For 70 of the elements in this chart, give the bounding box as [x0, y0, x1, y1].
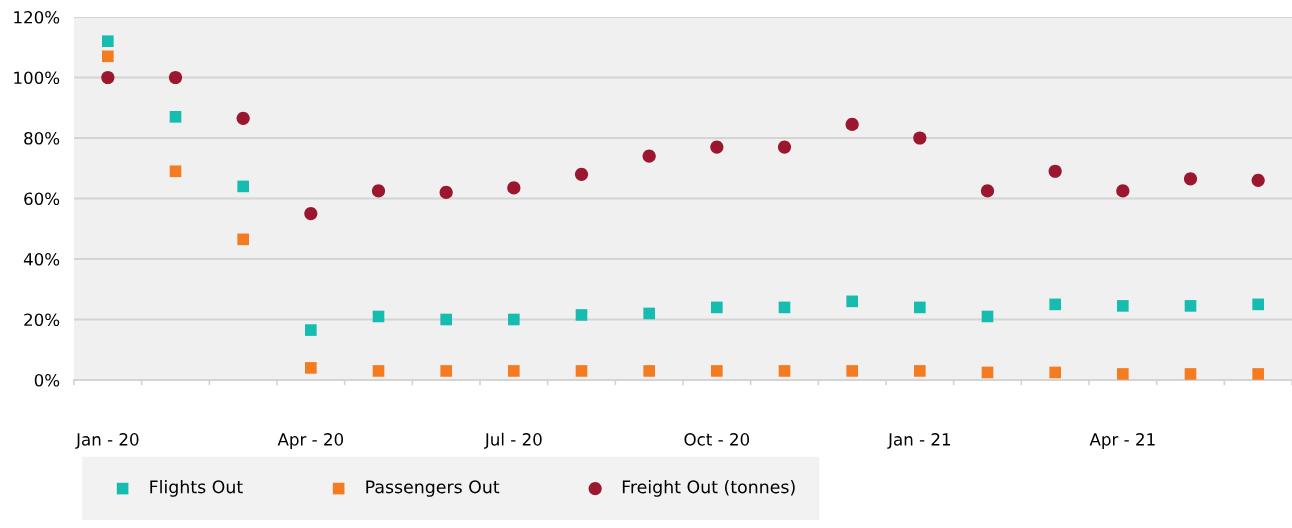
point [778, 301, 791, 314]
point [1049, 366, 1061, 379]
point [1252, 368, 1264, 380]
point [711, 365, 723, 377]
y-tick-label: 120% [14, 10, 60, 24]
point [643, 365, 655, 377]
point [777, 140, 792, 154]
point [846, 365, 858, 377]
point [914, 365, 926, 377]
point [980, 184, 995, 198]
point [574, 167, 589, 181]
point [845, 117, 859, 131]
point [237, 233, 249, 246]
point [778, 365, 791, 377]
point [440, 313, 452, 326]
point [304, 207, 318, 221]
y-tick-label: 100% [14, 71, 60, 85]
point [508, 365, 520, 377]
point [981, 310, 994, 323]
point [305, 362, 317, 374]
point [236, 111, 250, 125]
legend-label: Flights Out [150, 479, 243, 497]
point [1048, 164, 1062, 178]
point [710, 140, 724, 154]
x-tick-label: Oct - 20 [684, 433, 750, 446]
point [508, 313, 520, 326]
point [1117, 368, 1129, 380]
point [1117, 300, 1129, 312]
point [371, 184, 386, 198]
point [169, 165, 182, 178]
point [914, 301, 926, 314]
point [102, 35, 114, 48]
point [1049, 298, 1061, 311]
point [1183, 172, 1198, 186]
x-tick-label: Jan - 20 [75, 433, 139, 449]
point [575, 309, 588, 321]
x-tick-label: Apr - 21 [1089, 433, 1155, 449]
point [372, 310, 385, 323]
point [913, 131, 927, 145]
point [439, 185, 453, 200]
point [1116, 184, 1130, 198]
point [575, 365, 588, 377]
point [846, 295, 858, 308]
point [981, 366, 994, 379]
y-tick-label: 60% [24, 192, 60, 206]
legend-label: Passengers Out [366, 480, 500, 497]
legend-label: Freight Out (tonnes) [622, 479, 795, 497]
point [372, 365, 385, 377]
point [507, 181, 521, 195]
point [237, 180, 249, 193]
y-tick-label: 40% [23, 252, 60, 266]
point [305, 324, 317, 336]
x-tick-label: Apr - 20 [277, 433, 344, 449]
point [1184, 368, 1197, 380]
point [711, 301, 723, 314]
y-tick-label: 80% [24, 131, 60, 145]
point [642, 149, 656, 163]
x-tick-label: Jul - 20 [484, 432, 542, 449]
point [643, 307, 655, 320]
point [440, 365, 452, 377]
y-tick-label: 0% [34, 373, 60, 387]
y-tick-label: 20% [24, 313, 60, 327]
point [1252, 298, 1264, 311]
x-tick-label: Jan - 21 [887, 433, 951, 449]
point [101, 70, 115, 85]
point [1251, 173, 1265, 187]
point [1184, 300, 1197, 312]
point [169, 111, 182, 123]
point [102, 50, 114, 63]
point [168, 70, 183, 85]
